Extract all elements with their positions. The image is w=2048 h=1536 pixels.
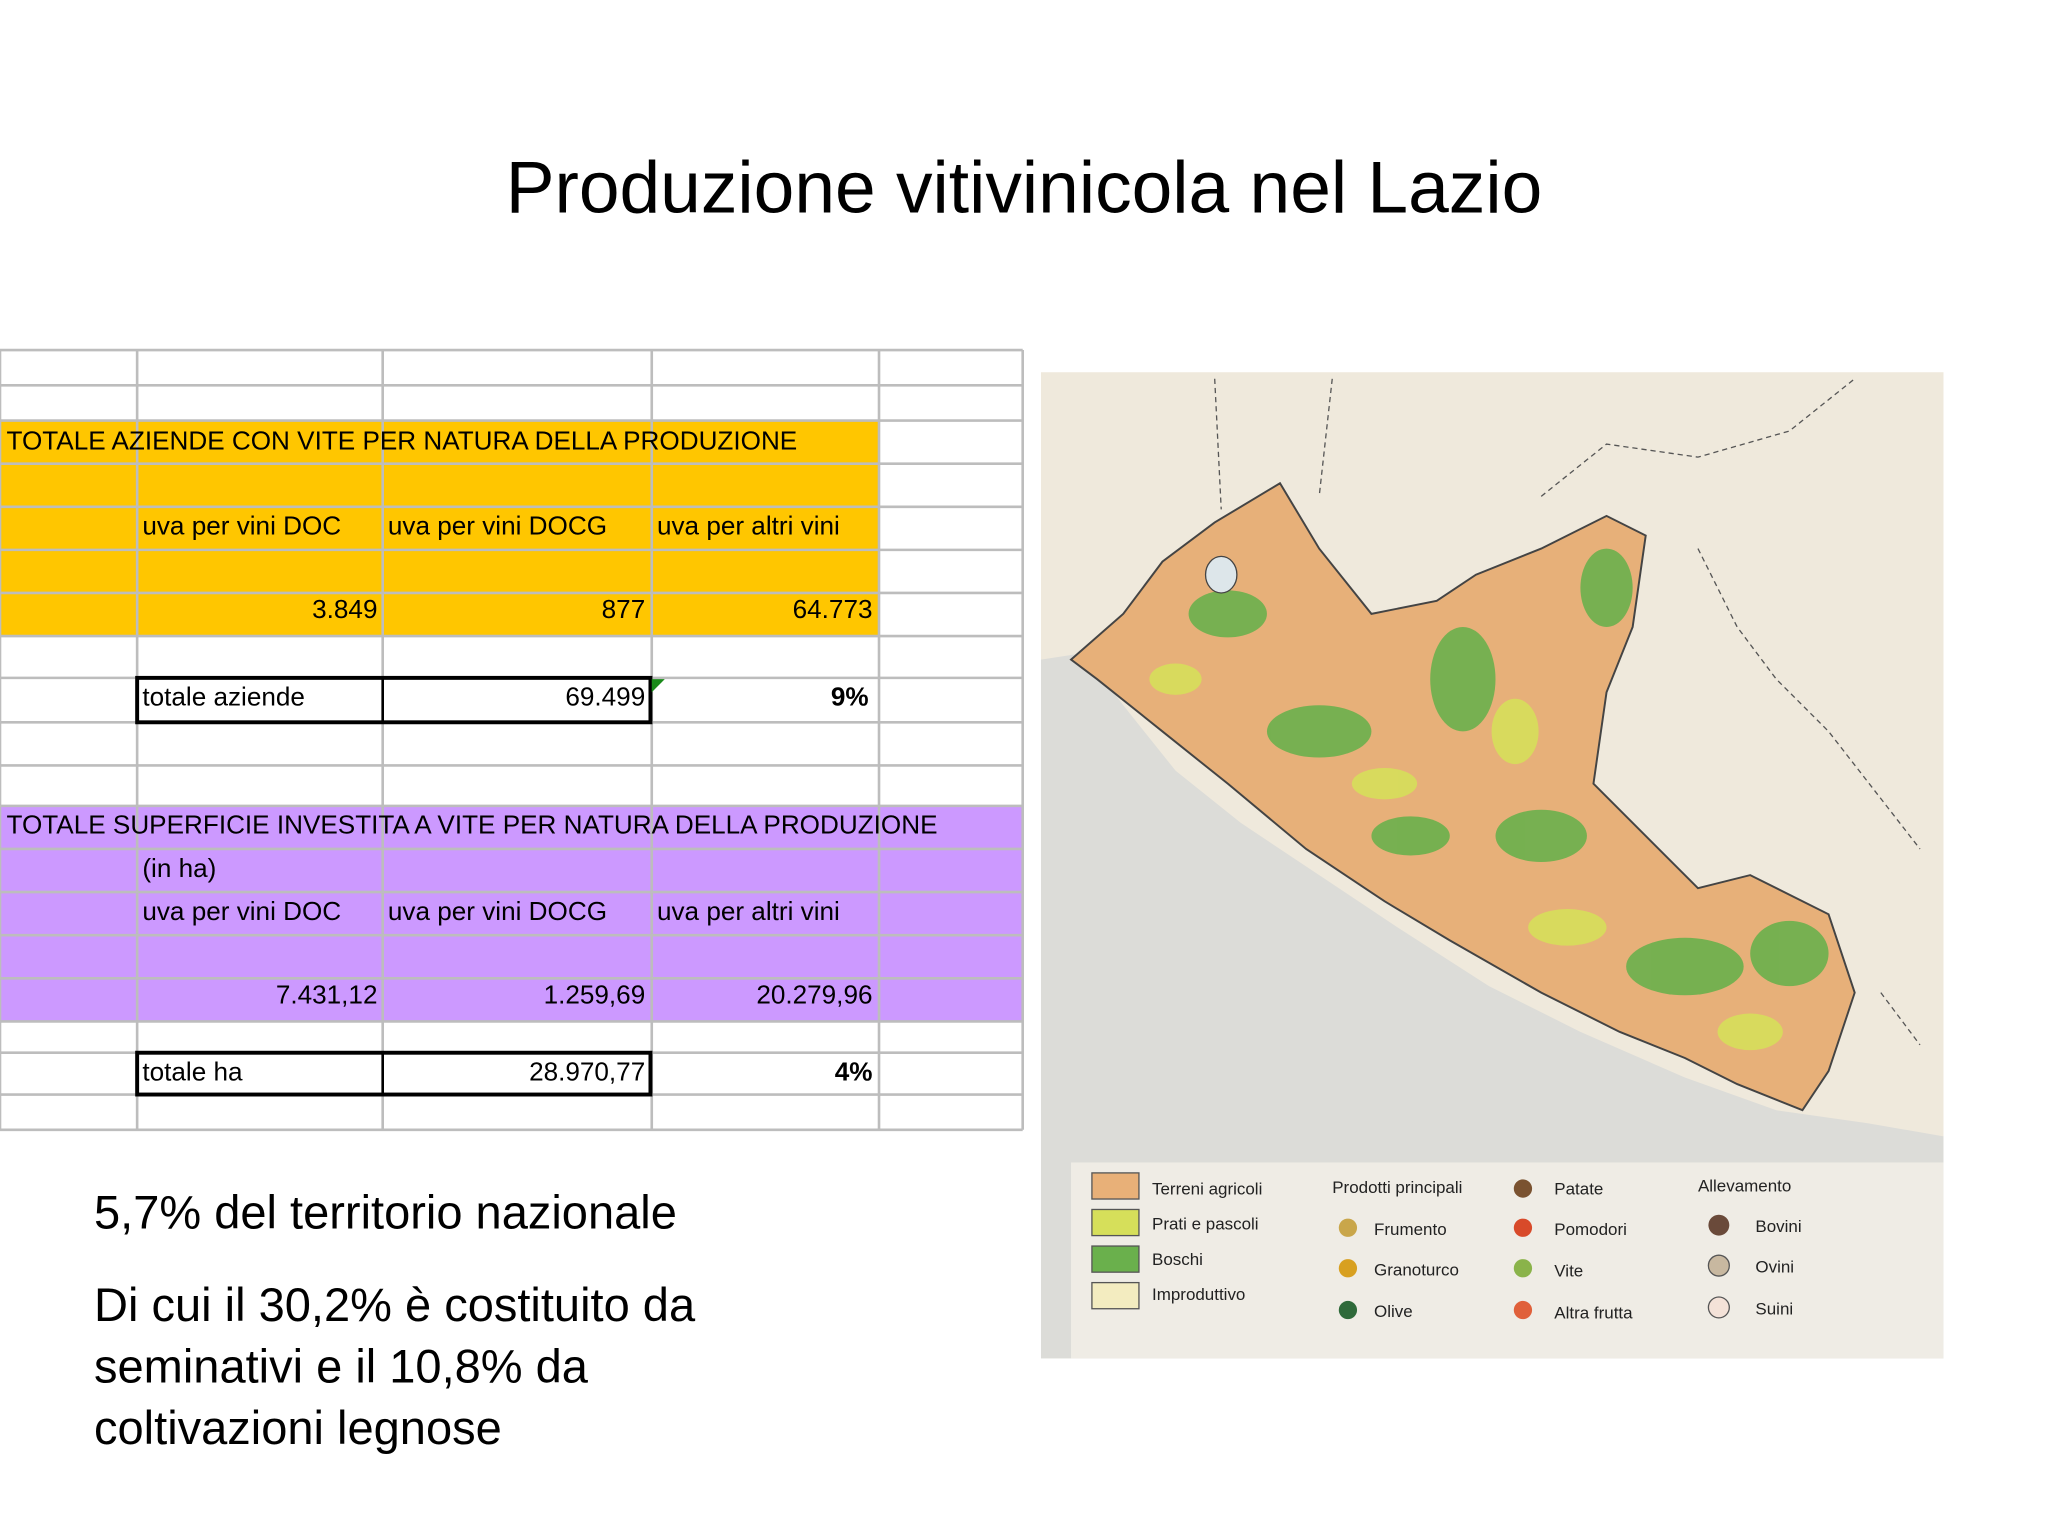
map: Terreni agricoli Prati e pascoli Boschi … xyxy=(1040,372,1944,1359)
cell-value: 64.773 xyxy=(793,594,873,624)
col-header: uva per vini DOC xyxy=(142,511,341,541)
legend-swatch xyxy=(1091,1281,1140,1310)
legend-icon xyxy=(1707,1254,1730,1277)
cell-comment-marker xyxy=(651,679,665,693)
purple-block xyxy=(0,805,1023,1022)
lake xyxy=(1204,555,1238,594)
bullet-line: coltivazioni legnose xyxy=(94,1401,502,1454)
legend-swatch xyxy=(1091,1208,1140,1237)
total-label: totale ha xyxy=(142,1057,243,1087)
legend-icon xyxy=(1338,1259,1358,1278)
forest-areas xyxy=(1188,548,1829,996)
legend-icon xyxy=(1513,1259,1533,1278)
total-percent: 4% xyxy=(835,1057,873,1087)
cell-value: 7.431,12 xyxy=(276,979,378,1009)
legend-label: Ovini xyxy=(1755,1258,1794,1277)
legend-label: Prati e pascoli xyxy=(1152,1215,1259,1234)
legend-swatch xyxy=(1091,1172,1140,1200)
grid xyxy=(0,348,1024,1132)
legend-icon xyxy=(1338,1300,1358,1320)
legend-icon xyxy=(1513,1179,1533,1198)
table-title: TOTALE AZIENDE CON VITE PER NATURA DELLA… xyxy=(7,426,798,456)
legend-label: Altra frutta xyxy=(1554,1303,1633,1322)
bullet-line: 5,7% del territorio nazionale xyxy=(94,1185,677,1238)
cell-value: 3.849 xyxy=(312,594,377,624)
borders xyxy=(1214,378,1921,1046)
cell-value: 20.279,96 xyxy=(756,979,872,1009)
legend-label: Vite xyxy=(1554,1262,1583,1281)
cell-value: 877 xyxy=(602,594,646,624)
legend-icon xyxy=(1513,1218,1533,1237)
legend-label: Bovini xyxy=(1755,1217,1801,1236)
legend-label: Patate xyxy=(1554,1179,1603,1198)
total-percent: 9% xyxy=(831,682,869,712)
col-header: uva per vini DOCG xyxy=(388,896,607,926)
total-value: 28.970,77 xyxy=(529,1057,645,1087)
legend-panel xyxy=(1071,1162,1944,1359)
col-header: uva per altri vini xyxy=(657,896,840,926)
legend-icon xyxy=(1707,1296,1730,1319)
legend-label: Olive xyxy=(1374,1302,1413,1321)
legend-label: Granoturco xyxy=(1374,1260,1459,1279)
table-title: TOTALE SUPERFICIE INVESTITA A VITE PER N… xyxy=(7,810,938,840)
legend-label: Boschi xyxy=(1152,1250,1203,1269)
legend-label: Suini xyxy=(1755,1300,1793,1319)
bullet-text: 5,7% del territorio nazionale Di cui il … xyxy=(94,1185,696,1454)
cell-value: 1.259,69 xyxy=(544,979,646,1009)
legend-heading: Allevamento xyxy=(1698,1177,1791,1196)
legend-icon xyxy=(1708,1214,1730,1236)
legend-heading: Prodotti principali xyxy=(1332,1178,1462,1197)
spreadsheet: TOTALE AZIENDE CON VITE PER NATURA DELLA… xyxy=(0,348,1024,1132)
col-header: uva per vini DOC xyxy=(142,896,341,926)
slide-title: Produzione vitivinicola nel Lazio xyxy=(506,148,1543,229)
col-header: uva per vini DOCG xyxy=(388,511,607,541)
legend-icon xyxy=(1513,1300,1533,1320)
total-box xyxy=(135,1050,653,1097)
legend-label: Improduttivo xyxy=(1152,1285,1245,1304)
yellow-block xyxy=(0,420,880,637)
total-value: 69.499 xyxy=(565,682,645,712)
legend-label: Terreni agricoli xyxy=(1152,1179,1262,1198)
legend-label: Pomodori xyxy=(1554,1220,1627,1239)
bullet-line: seminativi e il 10,8% da xyxy=(94,1340,589,1393)
legend-label: Frumento xyxy=(1374,1220,1447,1239)
total-label: totale aziende xyxy=(142,682,305,712)
pasture-areas xyxy=(1149,663,1783,1051)
total-box xyxy=(135,675,653,725)
legend-swatch xyxy=(1091,1245,1140,1273)
legend-icon xyxy=(1338,1218,1358,1237)
bullet-line: Di cui il 30,2% è costituito da xyxy=(94,1278,696,1331)
table-unit: (in ha) xyxy=(142,853,216,883)
col-header: uva per altri vini xyxy=(657,511,840,541)
